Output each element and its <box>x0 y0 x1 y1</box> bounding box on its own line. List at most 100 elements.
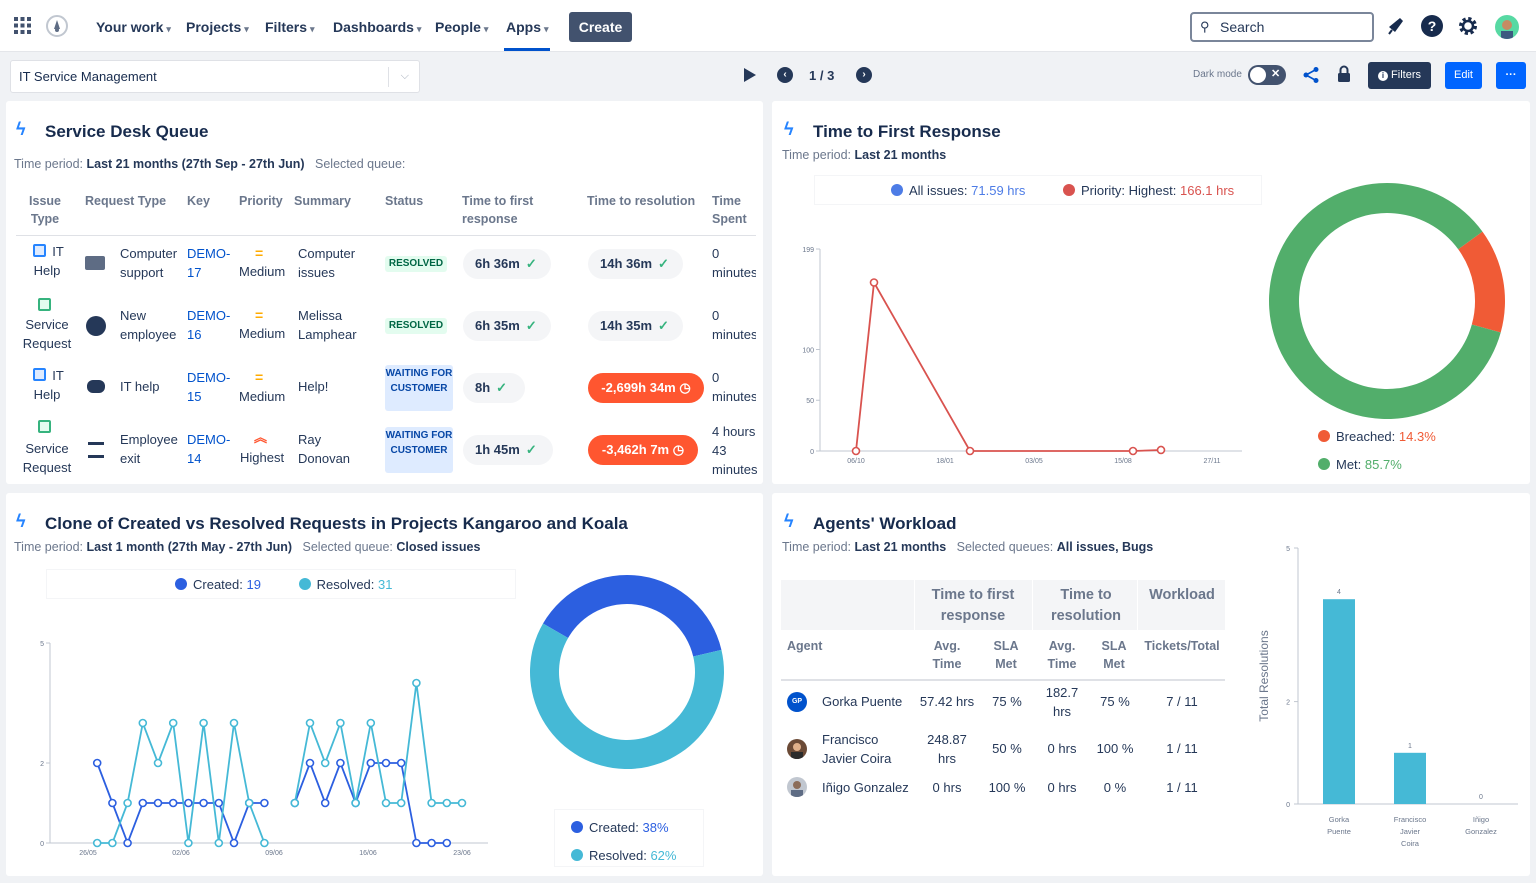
x-tick-label: 18/01 <box>936 458 954 465</box>
breached-label: Breached: <box>1336 429 1396 444</box>
play-icon[interactable] <box>744 68 756 82</box>
request-type: Employee exit <box>120 432 178 466</box>
x-tick-label: Puente <box>1327 827 1351 836</box>
help-icon[interactable]: ? <box>1421 15 1443 37</box>
agent-row[interactable]: Francisco Javier Coira 248.87 hrs 50 % 0… <box>772 729 1232 771</box>
user-avatar[interactable] <box>1495 15 1519 39</box>
agent-row[interactable]: GP Gorka Puente 57.42 hrs 75 % 182.7 hrs… <box>772 683 1232 725</box>
resolved-dot <box>298 578 311 590</box>
x-tick-label: 06/10 <box>847 458 865 465</box>
search-input[interactable]: ⚲ Search <box>1190 12 1374 42</box>
lightning-icon: ϟ <box>784 119 794 139</box>
nav-apps[interactable]: Apps ▾ <box>506 19 549 35</box>
x-tick-label: Iñigo <box>1473 815 1489 824</box>
chevron-down-icon: ⌵ <box>400 70 409 82</box>
product-logo-icon[interactable] <box>46 15 68 37</box>
data-point-created <box>92 758 102 768</box>
dashboard-select-value: IT Service Management <box>19 69 157 84</box>
settings-gear-icon[interactable] <box>1457 15 1479 37</box>
status-badge: RESOLVED <box>385 256 447 272</box>
x-tick-label: Javier <box>1400 827 1421 836</box>
table-row[interactable]: IT Help Computer support DEMO-17 = Mediu… <box>6 236 763 298</box>
time-period-label: Time period: <box>14 540 84 554</box>
data-point-created <box>442 838 452 848</box>
next-page-icon[interactable]: › <box>856 67 872 83</box>
bar-value-label: 1 <box>1408 743 1412 750</box>
table-row[interactable]: Service Request New employee DEMO-16 = M… <box>6 298 763 360</box>
nav-filters[interactable]: Filters ▾ <box>265 19 315 35</box>
data-point-created <box>199 798 208 808</box>
first-response-pill: 6h 36m ✓ <box>463 249 551 279</box>
nav-people[interactable]: People ▾ <box>435 19 488 35</box>
resolution-breached-pill: -2,699h 34m ◷ <box>588 373 704 403</box>
y-tick-label: 0 <box>40 841 44 848</box>
bar <box>1323 599 1355 804</box>
table-row[interactable]: IT Help IT help DEMO-15 = Medium Help! W… <box>6 360 763 422</box>
create-button[interactable]: Create <box>569 12 632 42</box>
time-spent: 0 minutes <box>712 308 756 342</box>
dark-mode-toggle[interactable]: ✕ <box>1248 65 1286 85</box>
ccr-slice <box>530 623 724 769</box>
time-period-value: Last 21 months <box>854 540 947 554</box>
app-switcher-icon[interactable] <box>14 17 31 34</box>
summary: Melissa Lamphear <box>298 308 357 342</box>
time-spent: 4 hours 43 minutes <box>712 424 758 477</box>
agents-workload-title: Agents' Workload <box>813 514 957 533</box>
clock-icon: ◷ <box>679 380 691 395</box>
resolution-pill: 14h 36m ✓ <box>588 249 683 279</box>
priority: Highest <box>240 450 285 465</box>
table-row[interactable]: Service Request Employee exit DEMO-14 ︽ … <box>6 420 763 484</box>
agent-avatar: GP <box>787 692 807 712</box>
nav-projects[interactable]: Projects ▾ <box>186 19 249 35</box>
selected-queue-value: Closed issues <box>396 540 481 554</box>
notifications-icon[interactable] <box>1386 16 1406 36</box>
lock-icon[interactable] <box>1337 65 1351 83</box>
issue-key-link[interactable]: DEMO-15 <box>187 370 231 404</box>
x-tick-label: Coira <box>1401 839 1420 848</box>
filters-button[interactable]: i Filters <box>1368 62 1431 89</box>
ttr-avg: 0 hrs <box>1047 780 1077 795</box>
met-dot <box>1318 458 1330 470</box>
tfr-avg: 57.42 hrs <box>919 694 975 709</box>
created-legend-item: Created: 38% <box>571 814 703 842</box>
nav-dashboards[interactable]: Dashboards ▾ <box>333 19 421 35</box>
y-axis-label: Total Resolutions <box>1257 630 1271 721</box>
data-point-resolved <box>412 678 421 688</box>
priority: Medium <box>239 264 286 279</box>
dashboard-select[interactable]: IT Service Management ⌵ <box>10 60 420 93</box>
edit-button[interactable]: Edit <box>1445 62 1482 89</box>
nav-projects-label: Projects <box>186 19 242 35</box>
toggle-knob <box>1250 67 1266 83</box>
nav-your-work[interactable]: Your work ▾ <box>96 19 171 35</box>
page-indicator: 1 / 3 <box>809 68 835 83</box>
tfr-sla: 100 % <box>988 780 1026 795</box>
selected-queues-label: Selected queues: <box>956 540 1054 554</box>
request-type: New employee <box>120 308 177 342</box>
share-icon[interactable] <box>1302 66 1320 84</box>
priority-highest-icon: ︽ <box>254 430 268 445</box>
selected-queue-label: Selected queue: <box>315 157 406 171</box>
col-header-issue-type: Issue Type <box>29 194 61 226</box>
donut-created-label: Created: <box>589 820 639 835</box>
dashboard-toolbar: IT Service Management ⌵ ‹ 1 / 3 › Dark m… <box>0 52 1536 98</box>
org-chart-icon <box>88 442 104 458</box>
data-point-resolved <box>123 798 132 808</box>
col-header-status: Status <box>385 194 424 208</box>
more-options-button[interactable]: ··· <box>1496 62 1526 89</box>
y-tick-label: 2 <box>1286 700 1290 707</box>
created-vs-resolved-title: Clone of Created vs Resolved Requests in… <box>45 514 628 533</box>
issue-key-link[interactable]: DEMO-16 <box>187 308 231 342</box>
filters-button-label: Filters <box>1391 69 1421 81</box>
issue-key-link[interactable]: DEMO-17 <box>187 246 231 280</box>
data-point <box>965 446 975 456</box>
series-line-created <box>96 762 265 846</box>
x-tick-label: 27/11 <box>1204 458 1221 465</box>
previous-page-icon[interactable]: ‹ <box>777 67 793 83</box>
agent-row[interactable]: Iñigo Gonzalez 0 hrs 100 % 0 hrs 0 % 1 /… <box>772 775 1232 817</box>
header-col-divider <box>1137 580 1138 630</box>
status-badge: RESOLVED <box>385 318 447 334</box>
request-type: Computer support <box>120 246 178 280</box>
nav-apps-label: Apps <box>506 19 541 35</box>
person-icon <box>86 316 106 336</box>
issue-key-link[interactable]: DEMO-14 <box>187 432 231 466</box>
